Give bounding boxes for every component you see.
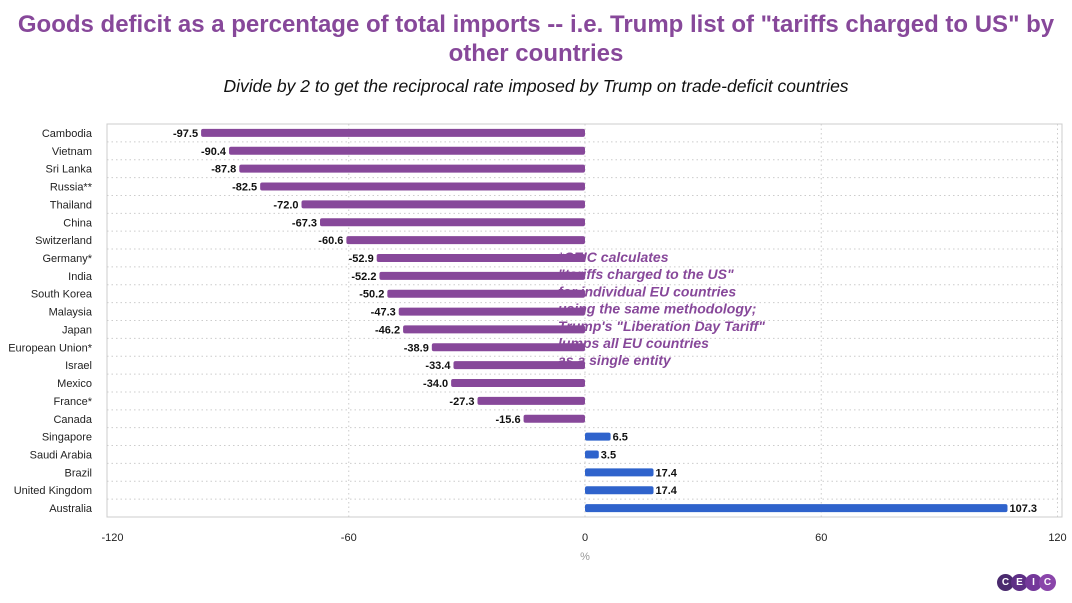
data-label: 107.3 [1009, 503, 1037, 515]
chart-title: Goods deficit as a percentage of total i… [17, 11, 1055, 67]
x-tick-label: 0 [582, 532, 588, 544]
bar [431, 343, 585, 352]
bar [585, 504, 1008, 513]
bar [320, 218, 585, 227]
chart-subtitle: Divide by 2 to get the reciprocal rate i… [223, 76, 849, 96]
logo-letter: C [1039, 574, 1056, 591]
bar [585, 432, 611, 441]
x-tick-label: 60 [815, 532, 827, 544]
data-label: -52.2 [351, 271, 376, 283]
data-label: -97.5 [173, 128, 198, 140]
bar [451, 379, 585, 388]
category-label: Saudi Arabia [30, 449, 93, 461]
x-tick-label: 120 [1048, 532, 1066, 544]
bar [301, 200, 585, 209]
bar [229, 146, 586, 155]
category-label: Switzerland [35, 235, 92, 247]
data-label: -33.4 [425, 360, 451, 372]
bar [398, 307, 585, 316]
data-label: 3.5 [601, 449, 616, 461]
annotation-line: as a single entity [558, 352, 672, 368]
category-label: Cambodia [42, 128, 93, 140]
data-label: -34.0 [423, 378, 448, 390]
category-label: Sri Lanka [46, 164, 93, 176]
category-label: Mexico [57, 378, 92, 390]
data-label: 17.4 [656, 485, 678, 497]
bar [453, 361, 585, 370]
data-label: -60.6 [318, 235, 343, 247]
annotation-line: using the same methodology; [558, 301, 756, 317]
annotation-line: *CEIC calculates [558, 249, 669, 265]
category-label: Japan [62, 324, 92, 336]
x-tick-label: -120 [101, 532, 123, 544]
data-label: -27.3 [449, 396, 474, 408]
category-label: South Korea [31, 289, 93, 301]
data-label: -15.6 [495, 414, 520, 426]
category-label: France* [53, 396, 92, 408]
bar [523, 414, 585, 423]
data-label: 6.5 [613, 432, 628, 444]
category-label: Israel [65, 360, 92, 372]
logo-letter: I [1025, 574, 1042, 591]
category-label: United Kingdom [14, 485, 92, 497]
logo-letter: C [997, 574, 1014, 591]
category-label: Singapore [42, 432, 92, 444]
x-tick-label: -60 [341, 532, 357, 544]
logo-letter: E [1011, 574, 1028, 591]
data-label: -50.2 [359, 289, 384, 301]
bar [260, 182, 585, 191]
data-label: -82.5 [232, 182, 257, 194]
bar [387, 289, 585, 298]
annotation-line: lumps all EU countries [558, 335, 709, 351]
annotation-line: for individual EU countries [558, 283, 736, 299]
bar [585, 468, 654, 477]
category-label: Vietnam [52, 146, 92, 158]
data-label: -47.3 [371, 307, 396, 319]
category-label: Russia** [50, 182, 93, 194]
category-label: India [68, 271, 93, 283]
bar [346, 236, 585, 245]
category-label: Canada [53, 414, 92, 426]
bar [201, 128, 585, 137]
bar [477, 396, 585, 405]
bar [403, 325, 585, 334]
data-label: -46.2 [375, 324, 400, 336]
category-label: Malaysia [49, 307, 93, 319]
bar [585, 450, 599, 459]
category-label: China [63, 217, 93, 229]
category-label: Brazil [64, 467, 92, 479]
category-label: Germany* [42, 253, 92, 265]
bar [376, 253, 585, 262]
data-label: -90.4 [201, 146, 227, 158]
category-label: Australia [49, 503, 93, 515]
x-axis-label: % [580, 551, 590, 563]
data-label: -67.3 [292, 217, 317, 229]
bar [585, 486, 654, 495]
data-label: 17.4 [656, 467, 678, 479]
data-label: -38.9 [404, 342, 429, 354]
data-label: -52.9 [349, 253, 374, 265]
data-label: -72.0 [273, 199, 298, 211]
category-label: European Union* [8, 342, 93, 354]
data-label: -87.8 [211, 164, 236, 176]
bar [379, 271, 585, 280]
bar [239, 164, 585, 173]
category-label: Thailand [50, 199, 92, 211]
annotation-line: Trump's "Liberation Day Tariff" [558, 318, 765, 334]
annotation-line: "tariffs charged to the US" [558, 266, 734, 282]
